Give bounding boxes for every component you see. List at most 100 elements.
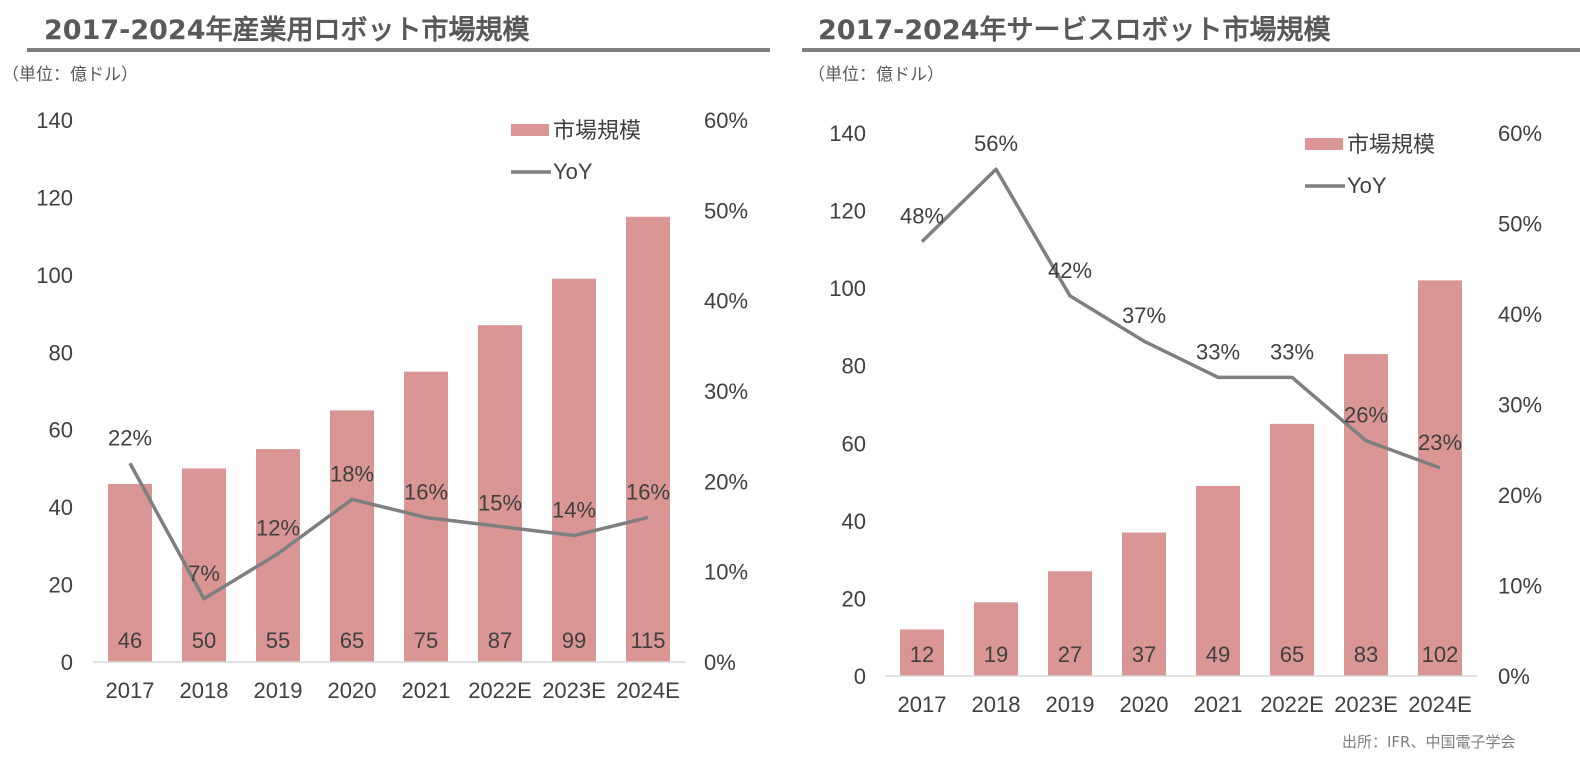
right-x-tick-label: 2022E [1260,692,1324,717]
left-unit-label: （単位：億ドル） [2,65,138,85]
left-yoy-label: 18% [330,461,374,486]
right-bar-value-label: 102 [1422,642,1459,667]
right-bar [900,629,944,676]
right-bar-value-label: 12 [910,642,934,667]
right-x-tick-label: 2024E [1408,692,1472,717]
right-x-tick-label: 2017 [898,692,947,717]
right-y-tick-label: 140 [829,121,866,146]
right-yoy-label: 56% [974,131,1018,156]
left-y2-tick-label: 40% [704,289,748,314]
right-chart-title: 2017-2024年サービスロボット市場規模 [818,15,1331,46]
right-y2-tick-label: 50% [1498,212,1542,237]
left-bar-value-label: 115 [630,628,665,653]
right-y-tick-label: 20 [842,586,866,611]
right-bar [1122,532,1166,676]
left-bar [552,278,596,662]
left-bar [478,325,522,662]
left-bar [330,410,374,662]
left-yoy-label: 7% [188,561,220,586]
right-y-tick-label: 60 [842,431,866,456]
right-y-tick-label: 100 [829,276,866,301]
left-chart: 0 20 40 60 80 100 120 140 0% 10% 20% 30% 40% 50% 60% 46… [36,108,748,703]
left-y2-tick-label: 60% [704,108,748,133]
right-y2-tick-label: 30% [1498,393,1542,418]
left-y2-tick-label: 50% [704,198,748,223]
right-bar [1418,280,1462,676]
right-unit-label: （単位：億ドル） [808,65,944,85]
right-title-rule [802,48,1580,52]
left-bar-value-label: 65 [340,628,364,653]
left-y2-tick-label: 0% [704,650,736,675]
left-bar [626,216,670,663]
right-y-tick-label: 120 [829,199,866,224]
left-y-tick-label: 140 [36,108,73,133]
left-legend-line-label: YoY [553,159,593,184]
left-x-tick-label: 2019 [254,678,303,703]
right-yoy-line [920,167,1441,470]
left-y2-tick-label: 10% [704,560,748,585]
left-x-tick-label: 2024E [616,678,680,703]
left-x-tick-label: 2018 [180,678,229,703]
left-y-tick-label: 80 [49,340,73,365]
right-y2-tick-label: 40% [1498,302,1542,327]
left-y2-tick-label: 20% [704,469,748,494]
right-bar-value-label: 65 [1280,642,1304,667]
right-yoy-label: 23% [1418,430,1462,455]
left-chart-panel: 2017-2024年産業用ロボット市場規模 （単位：億ドル） [2,15,770,85]
left-yoy-label: 15% [478,491,522,516]
right-x-tick-label: 2018 [972,692,1021,717]
right-y2-tick-label: 20% [1498,483,1542,508]
left-y-tick-label: 0 [61,650,73,675]
source-note: 出所：IFR、中国電子学会 [1342,733,1516,751]
left-yoy-line [128,462,649,601]
right-bar-value-label: 19 [984,642,1008,667]
right-x-tick-label: 2021 [1194,692,1243,717]
left-bar-value-label: 75 [414,628,438,653]
right-yoy-label: 33% [1196,339,1240,364]
right-yoy-label: 48% [900,204,944,229]
right-y-tick-label: 80 [842,354,866,379]
left-yoy-label: 12% [256,516,300,541]
right-chart-panel: 2017-2024年サービスロボット市場規模 （単位：億ドル） [790,0,1580,783]
right-y2-tick-label: 60% [1498,121,1542,146]
left-yoy-label: 22% [108,425,152,450]
right-y-tick-label: 40 [842,509,866,534]
right-x-tick-label: 2023E [1334,692,1398,717]
left-y-tick-label: 100 [36,263,73,288]
left-bar-value-label: 55 [266,628,290,653]
right-yoy-label: 26% [1344,403,1388,428]
left-x-tick-label: 2017 [106,678,155,703]
left-chart-title: 2017-2024年産業用ロボット市場規模 [44,15,530,46]
left-y2-tick-label: 30% [704,379,748,404]
left-bar [108,483,152,662]
left-bar-value-label: 46 [118,628,142,653]
left-x-tick-label: 2022E [468,678,532,703]
left-bar-value-label: 50 [192,628,216,653]
right-bar-value-label: 83 [1354,642,1378,667]
left-x-tick-label: 2023E [542,678,606,703]
right-bar-value-label: 49 [1206,642,1230,667]
left-bar-value-label: 99 [562,628,586,653]
right-x-tick-label: 2020 [1120,692,1169,717]
left-yoy-label: 14% [552,498,596,523]
left-y-tick-label: 40 [49,495,73,520]
right-legend-bar-label: 市場規模 [1347,132,1435,157]
left-legend-bar-swatch [511,124,549,136]
right-bar [974,602,1018,676]
right-legend-line-label: YoY [1347,173,1387,198]
right-bar-value-label: 37 [1132,642,1156,667]
right-yoy-label: 33% [1270,339,1314,364]
left-bar [182,468,226,662]
left-y-tick-label: 60 [49,418,73,443]
right-yoy-label: 37% [1122,303,1166,328]
right-x-tick-label: 2019 [1046,692,1095,717]
right-y2-tick-label: 10% [1498,574,1542,599]
left-bar-value-label: 87 [488,628,512,653]
left-title-rule [27,48,770,52]
right-bar-value-label: 27 [1058,642,1082,667]
right-bar [1270,423,1314,676]
right-legend-bar-swatch [1305,138,1343,150]
right-bar [1344,354,1388,676]
left-yoy-label: 16% [404,479,448,504]
